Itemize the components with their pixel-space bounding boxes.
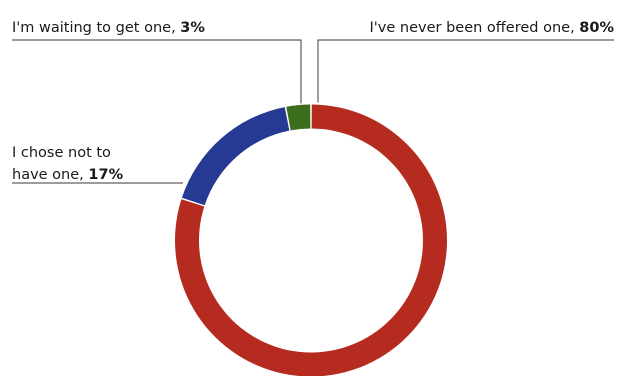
label-chose-not-sep: ,: [79, 167, 88, 183]
label-waiting-text: I'm waiting to get one: [12, 20, 171, 36]
leader-never-offered: [317, 39, 614, 103]
leader-waiting: [12, 39, 302, 104]
label-never-offered-value: 80%: [579, 20, 614, 36]
slice-chose-not: [181, 107, 290, 206]
label-chose-not: I chose not to have one, 17%: [12, 145, 124, 183]
label-never-offered-text: I've never been offered one: [370, 20, 571, 36]
leader-lines: [12, 39, 614, 184]
label-chose-not-line2: have one: [12, 167, 79, 183]
slices-layer: [174, 104, 447, 377]
label-waiting-value: 3%: [180, 20, 205, 36]
label-never-offered: I've never been offered one, 80%: [370, 20, 615, 36]
label-waiting: I'm waiting to get one, 3%: [12, 20, 205, 36]
slice-waiting: [286, 104, 311, 131]
label-never-offered-sep: ,: [570, 20, 579, 36]
label-chose-not-line1: I chose not to: [12, 145, 111, 161]
label-waiting-sep: ,: [171, 20, 180, 36]
label-chose-not-value: 17%: [88, 167, 123, 183]
